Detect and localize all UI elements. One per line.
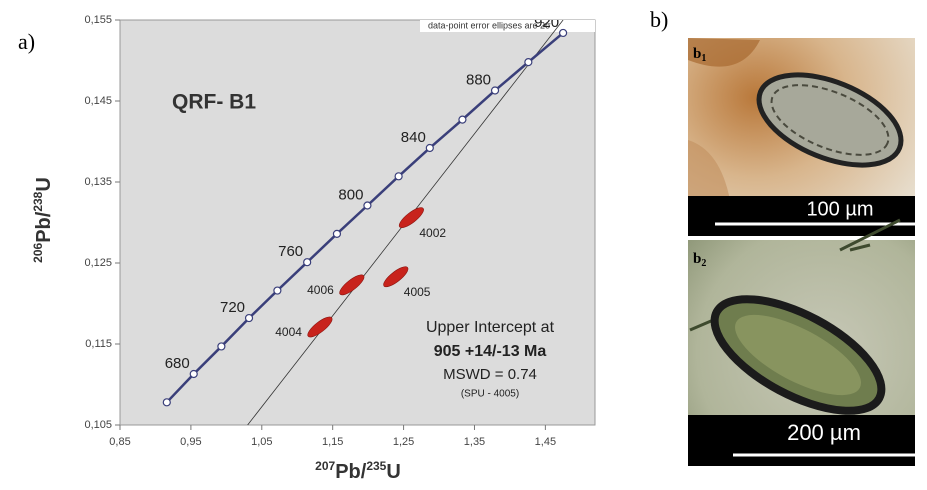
point-label: 4005 xyxy=(404,285,431,299)
point-label: 4002 xyxy=(419,226,446,240)
concordia-point xyxy=(364,202,371,209)
x-tick-label: 0,85 xyxy=(109,436,130,448)
x-tick-label: 1,05 xyxy=(251,436,272,448)
y-tick-label: 0,105 xyxy=(84,419,112,431)
point-label: 4004 xyxy=(275,325,302,339)
figure: a) data-point error ellipses are 2σ QRF-… xyxy=(0,0,927,490)
scale-label: 200 µm xyxy=(787,420,861,445)
point-label: 4006 xyxy=(307,283,334,297)
y-axis-label: 206Pb/238U xyxy=(31,177,55,263)
plot-area xyxy=(120,20,595,425)
annotation-line: 905 +14/-13 Ma xyxy=(434,343,547,360)
x-axis-label: 207Pb/235U xyxy=(315,459,401,483)
concordia-point xyxy=(426,144,433,151)
chart-title: QRF- B1 xyxy=(172,91,256,114)
x-tick-label: 1,45 xyxy=(535,436,556,448)
concordia-point xyxy=(459,116,466,123)
y-tick-label: 0,115 xyxy=(85,338,112,350)
concordia-point xyxy=(246,315,253,322)
age-label: 800 xyxy=(338,186,363,203)
x-tick-label: 1,15 xyxy=(322,436,343,448)
concordia-point xyxy=(395,173,402,180)
x-tick-label: 1,25 xyxy=(393,436,414,448)
concordia-point xyxy=(274,287,281,294)
y-tick-label: 0,145 xyxy=(84,95,112,107)
age-label: 880 xyxy=(466,71,491,88)
panel-label: a) xyxy=(18,29,35,54)
concordia-point xyxy=(190,370,197,377)
concordia-point xyxy=(218,343,225,350)
age-label: 920 xyxy=(534,14,559,31)
age-label: 760 xyxy=(278,243,303,260)
x-tick-label: 1,35 xyxy=(464,436,485,448)
x-tick-label: 0,95 xyxy=(180,436,201,448)
note: data-point error ellipses are 2σ xyxy=(428,20,551,30)
concordia-point xyxy=(333,230,340,237)
concordia-point xyxy=(304,259,311,266)
concordia-point xyxy=(492,87,499,94)
scale-label: 100 µm xyxy=(806,198,873,220)
annotation-line: Upper Intercept at xyxy=(426,319,555,336)
annotation-line: (SPU - 4005) xyxy=(461,389,519,400)
age-label: 840 xyxy=(401,129,426,146)
concordia-point xyxy=(560,29,567,36)
y-tick-label: 0,155 xyxy=(84,14,112,26)
y-tick-label: 0,125 xyxy=(84,257,112,269)
age-label: 680 xyxy=(165,355,190,372)
y-tick-label: 0,135 xyxy=(84,176,112,188)
concordia-point xyxy=(525,59,532,66)
annotation-line: MSWD = 0.74 xyxy=(443,366,537,383)
panel-label: b) xyxy=(650,7,668,32)
concordia-point xyxy=(163,399,170,406)
photo xyxy=(688,38,915,236)
age-label: 720 xyxy=(220,299,245,316)
